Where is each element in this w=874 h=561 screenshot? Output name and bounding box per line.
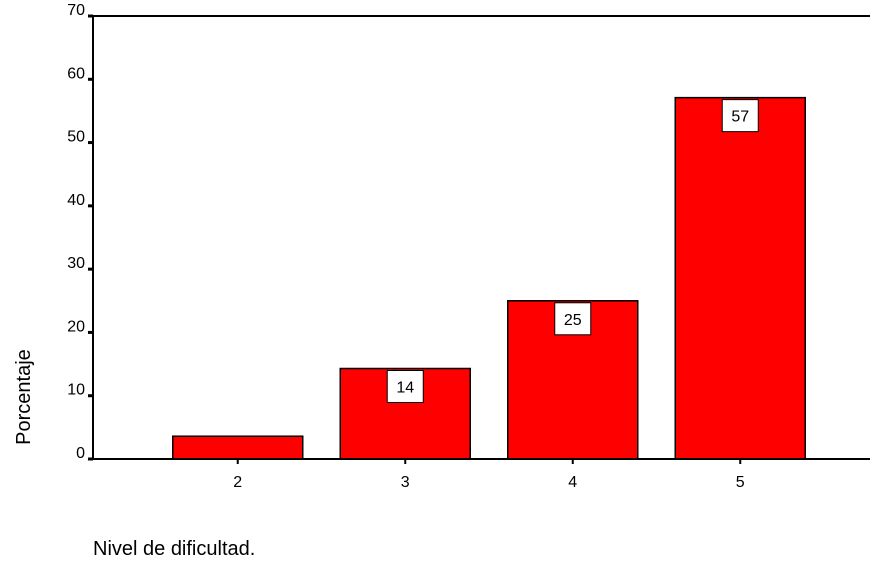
data-label: 57 (731, 109, 749, 126)
bar (172, 435, 304, 460)
y-tick-label: 30 (67, 255, 85, 272)
data-label: 14 (396, 380, 414, 397)
bars: 14 25 57 (172, 96, 806, 460)
y-axis-title: Porcentaje (13, 349, 35, 445)
data-label-box (554, 302, 592, 336)
y-tick-label: 20 (67, 318, 85, 335)
y-tick-label: 70 (67, 2, 85, 19)
x-tick-label: 5 (736, 474, 745, 491)
y-tick-label: 40 (67, 192, 85, 209)
x-axis-ticks: 2 3 4 5 (233, 459, 745, 491)
data-label-box (721, 99, 759, 133)
x-tick-label: 4 (568, 474, 577, 491)
x-axis-title: Nivel de dificultad. (93, 538, 255, 560)
x-tick-label: 2 (233, 474, 242, 491)
y-tick-label: 10 (67, 382, 85, 399)
data-label: 25 (564, 312, 582, 329)
y-tick-label: 60 (67, 65, 85, 82)
bar (674, 96, 806, 460)
x-tick-label: 3 (401, 474, 410, 491)
data-label-box (386, 370, 424, 404)
y-tick-label: 50 (67, 129, 85, 146)
y-axis-ticks: 0 10 20 30 40 50 60 70 (67, 2, 93, 462)
y-tick-label: 0 (76, 445, 85, 462)
